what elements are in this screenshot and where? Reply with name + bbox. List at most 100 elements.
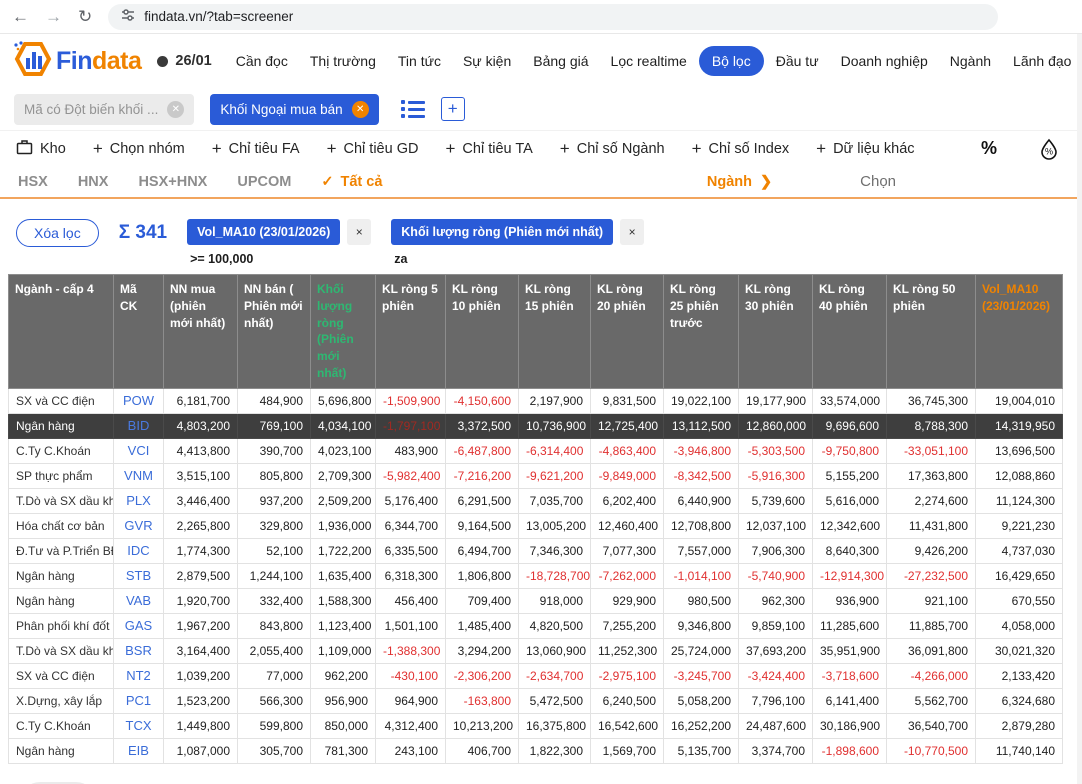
value-cell: 921,100 (886, 587, 976, 614)
table-row[interactable]: SX và CC điện POW 6,181,700 484,900 5,696,80… (8, 387, 1063, 414)
nav-item[interactable]: Cần đọc (235, 53, 288, 69)
column-header[interactable]: NN bán ( Phiên mới nhất) (237, 274, 311, 389)
exchange-tab[interactable]: HSX+HNX (138, 173, 208, 190)
scrollbar-track[interactable] (1077, 34, 1082, 784)
remove-filter-icon[interactable]: × (620, 219, 645, 245)
ticker-link[interactable]: VCI (113, 437, 164, 464)
nganh-selector[interactable]: Ngành ❯ (707, 174, 772, 190)
value-cell: 5,058,200 (663, 687, 739, 714)
value-cell: 6,181,700 (163, 387, 238, 414)
ticker-link[interactable]: POW (113, 387, 164, 414)
ticker-link[interactable]: EIB (113, 737, 164, 764)
browser-forward-icon[interactable]: → (45, 6, 62, 26)
ticker-link[interactable]: BID (113, 412, 164, 439)
column-header[interactable]: KL ròng 50 phiên (886, 274, 976, 389)
add-filter-icon[interactable]: + (440, 97, 465, 121)
table-row[interactable]: SX và CC điện NT2 1,039,200 77,000 962,200 -4… (8, 662, 1063, 689)
column-header[interactable]: Vol_MA10 (23/01/2026) (975, 274, 1063, 389)
main-nav: Cần đọc Thị trường Tin tức Sự kiện Bảng giá L… (226, 46, 1082, 76)
kho-button[interactable]: Kho (16, 139, 66, 159)
ticker-link[interactable]: STB (113, 562, 164, 589)
ticker-link[interactable]: GAS (113, 612, 164, 639)
ticker-link[interactable]: VAB (113, 587, 164, 614)
nav-item[interactable]: Tin tức (397, 53, 441, 69)
prev-page-button[interactable]: ❮ (20, 781, 96, 784)
ticker-link[interactable]: NT2 (113, 662, 164, 689)
logo-hexagon-icon (12, 40, 52, 83)
value-cell: -2,975,100 (590, 662, 664, 689)
toolbar-add-item[interactable]: + Chỉ số Ngành (560, 139, 665, 159)
column-header[interactable]: KL ròng 10 phiên (445, 274, 519, 389)
close-icon[interactable]: ✕ (351, 100, 369, 118)
ticker-link[interactable]: PLX (113, 487, 164, 514)
table-row[interactable]: Ngân hàng VAB 1,920,700 332,400 1,588,300 456… (8, 587, 1063, 614)
ticker-link[interactable]: PC1 (113, 687, 164, 714)
exchange-tab[interactable]: UPCOM (237, 173, 292, 190)
column-header[interactable]: KL ròng 30 phiên (738, 274, 813, 389)
chon-button[interactable]: Chọn (860, 173, 896, 190)
nav-item[interactable]: Sự kiện (462, 53, 512, 69)
table-row[interactable]: SP thực phẩm VNM 3,515,100 805,800 2,709,300… (8, 462, 1063, 489)
percent-icon[interactable]: % (980, 138, 997, 158)
active-filter-chip[interactable]: Vol_MA10 (23/01/2026) (187, 219, 341, 245)
tune-icon[interactable] (121, 8, 135, 25)
nav-item[interactable]: Đầu tư (775, 53, 819, 69)
toolbar-add-item[interactable]: + Dữ liệu khác (816, 139, 914, 159)
exchange-tab[interactable]: HNX (77, 173, 109, 190)
address-bar[interactable]: findata.vn/?tab=screener (108, 3, 999, 30)
table-row[interactable]: Ngân hàng BID 4,803,200 769,100 4,034,100 -1,… (8, 412, 1063, 439)
toolbar-add-item[interactable]: + Chỉ tiêu FA (212, 139, 300, 159)
table-row[interactable]: C.Ty C.Khoán TCX 1,449,800 599,800 850,000 4,… (8, 712, 1063, 739)
browser-refresh-icon[interactable]: ↻ (78, 6, 93, 26)
column-header[interactable]: Khối lượng ròng (Phiên mới nhất) (310, 274, 376, 389)
table-row[interactable]: C.Ty C.Khoán VCI 4,413,800 390,700 4,023,100… (8, 437, 1063, 464)
nav-item[interactable]: Doanh nghiệp (840, 53, 928, 69)
toolbar-add-item[interactable]: + Chỉ tiêu TA (445, 139, 532, 159)
nav-item[interactable]: Bộ lọc (698, 46, 764, 76)
table-row[interactable]: Đ.Tư và P.Triển BĐSIDC1,774,30052,1001,7… (8, 537, 1063, 564)
column-header[interactable]: KL ròng 40 phiên (812, 274, 887, 389)
nav-item[interactable]: Bảng giá (533, 53, 589, 69)
session-date: 26/01 (157, 53, 212, 69)
nav-item[interactable]: Lọc realtime (610, 53, 687, 69)
nav-item[interactable]: Ngành (949, 53, 992, 69)
filter-chip-muted[interactable]: Mã có Đột biến khối ... ✕ (14, 93, 195, 125)
table-row[interactable]: Phân phối khí đốt GAS 1,967,200 843,800 1,12… (8, 612, 1063, 639)
table-row[interactable]: Ngân hàng STB 2,879,500 1,244,100 1,635,400 6… (8, 562, 1063, 589)
column-header[interactable]: KL ròng 20 phiên (590, 274, 664, 389)
table-row[interactable]: T.Dò và SX dầu khí PLX 3,446,400 937,200 2,5… (8, 487, 1063, 514)
toolbar-add-item[interactable]: + Chọn nhóm (93, 139, 185, 159)
column-header[interactable]: Mã CK (113, 274, 164, 389)
active-filter-chip[interactable]: Khối lượng ròng (Phiên mới nhất) (391, 219, 614, 245)
nav-item[interactable]: Lãnh đạo (1013, 53, 1072, 69)
ticker-link[interactable]: VNM (113, 462, 164, 489)
column-header[interactable]: Ngành - cấp 4 (8, 274, 114, 389)
column-header[interactable]: KL ròng 15 phiên (518, 274, 591, 389)
column-header[interactable]: KL ròng 25 phiên trước (663, 274, 739, 389)
drop-percent-icon[interactable]: % (1038, 138, 1060, 160)
close-icon[interactable]: ✕ (167, 100, 185, 118)
value-cell: 6,344,700 (375, 512, 446, 539)
nav-item[interactable]: Thị trường (309, 53, 376, 69)
exchange-tab[interactable]: HSX (18, 173, 48, 190)
findata-logo[interactable]: Findata (12, 40, 142, 83)
table-row[interactable]: T.Dò và SX dầu khí BSR 3,164,400 2,055,400 1… (8, 637, 1063, 664)
column-header[interactable]: KL ròng 5 phiên (375, 274, 446, 389)
value-cell: 709,400 (445, 587, 519, 614)
table-row[interactable]: X.Dựng, xây lắp PC1 1,523,200 566,300 956,90… (8, 687, 1063, 714)
toolbar-add-item[interactable]: + Chỉ số Index (692, 139, 790, 159)
column-header[interactable]: NN mua (phiên mới nhất) (163, 274, 238, 389)
exchange-all-toggle[interactable]: ✓ Tất cả (321, 174, 382, 190)
list-view-icon[interactable] (400, 100, 425, 118)
ticker-link[interactable]: GVR (113, 512, 164, 539)
ticker-link[interactable]: IDC (113, 537, 164, 564)
ticker-link[interactable]: BSR (113, 637, 164, 664)
table-row[interactable]: Hóa chất cơ bản GVR 2,265,800 329,800 1,936,… (8, 512, 1063, 539)
toolbar-add-item[interactable]: + Chỉ tiêu GD (327, 139, 419, 159)
table-row[interactable]: Ngân hàng EIB 1,087,000 305,700 781,300 243,1… (8, 737, 1063, 764)
clear-filters-button[interactable]: Xóa lọc (16, 219, 99, 247)
filter-chip-active[interactable]: Khối Ngoại mua bán ✕ (210, 93, 379, 125)
ticker-link[interactable]: TCX (113, 712, 164, 739)
remove-filter-icon[interactable]: × (347, 219, 372, 245)
browser-back-icon[interactable]: ← (12, 6, 29, 26)
